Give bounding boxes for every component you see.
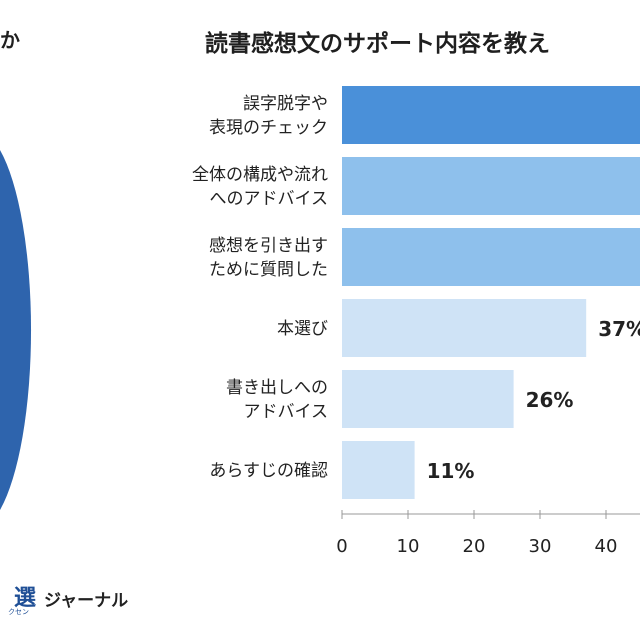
bar [342,370,514,428]
bar [342,157,640,215]
pie-chart-fragment [0,150,32,510]
data-label: 26% [526,388,574,412]
left-chart-title-fragment: か [0,28,20,52]
x-tick-label: 20 [463,536,486,557]
brand-name: ジャーナル [44,591,129,611]
x-tick-label: 30 [529,536,552,557]
data-label: 11% [427,459,475,483]
category-label: 本選び [277,319,328,339]
bar [342,228,640,286]
brand-logo: 選 クセン ジャーナル [0,574,170,616]
x-tick-label: 0 [336,536,347,557]
chart-title: 読書感想文のサポート内容を教え [205,31,550,57]
category-label: 感想を引き出すために質問した [209,236,328,280]
category-label: 書き出しへのアドバイス [226,378,328,422]
brand-mark: 選 [14,586,37,611]
category-label: 全体の構成や流れへのアドバイス [192,165,328,209]
data-label: 37% [598,317,640,341]
brand-small-text: クセン [8,608,29,616]
bar [342,86,640,144]
x-tick-label: 10 [397,536,420,557]
category-label: 誤字脱字や表現のチェック [209,94,328,138]
pie-slice [0,150,32,510]
bar [342,441,415,499]
x-tick-label: 40 [595,536,618,557]
category-label: あらすじの確認 [209,461,328,481]
bar [342,299,587,357]
left-chart-fragment: か 選 クセン ジャーナル [0,0,170,640]
